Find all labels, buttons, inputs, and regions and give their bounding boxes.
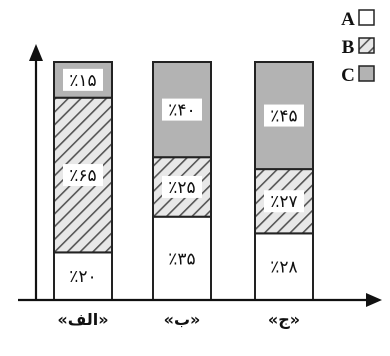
data-label: ٪۲۸: [270, 258, 297, 278]
data-label-background: [63, 68, 103, 91]
x-tick-label: «ب»: [164, 310, 201, 329]
data-label: ٪۲۷: [270, 192, 297, 212]
x-axis-arrowhead: [366, 293, 382, 307]
data-label-background: [162, 175, 202, 198]
x-tick-labels: «الف» «ب» «ج»: [57, 310, 300, 329]
legend-label: C: [341, 65, 355, 86]
data-label-background: [63, 265, 103, 288]
data-label: ٪۲۵: [168, 178, 195, 198]
legend-swatch: [358, 9, 375, 26]
legend-label: B: [342, 37, 355, 58]
legend-label: A: [341, 9, 355, 30]
data-label: ٪۴۰: [168, 101, 195, 121]
bars-layer: ٪۲۰ ٪۶۵ ٪۱۵ ٪۳۵ ٪۲۵ ٪۴۰ ٪۲۸ ٪۲۷ ٪۴۵: [53, 61, 314, 301]
bar-stack: ٪۲۸ ٪۲۷ ٪۴۵: [254, 61, 314, 301]
data-label-background: [162, 247, 202, 270]
bar-stack: ٪۲۰ ٪۶۵ ٪۱۵: [53, 61, 113, 301]
bar-stack: ٪۳۵ ٪۲۵ ٪۴۰: [152, 61, 212, 301]
legend: ABC: [341, 9, 375, 86]
legend-entry-a: A: [341, 9, 375, 30]
y-axis-arrowhead: [29, 44, 43, 61]
data-label: ٪۴۵: [270, 107, 297, 127]
data-label: ٪۶۵: [69, 166, 96, 186]
data-label: ٪۳۵: [168, 249, 195, 269]
data-label-background: [63, 164, 103, 187]
x-tick-label: «الف»: [57, 310, 108, 329]
legend-entry-c: C: [341, 65, 375, 86]
data-label: ٪۱۵: [69, 71, 96, 91]
data-label-background: [264, 255, 304, 278]
data-label-background: [264, 190, 304, 213]
data-label: ٪۲۰: [69, 267, 96, 287]
legend-swatch: [358, 37, 375, 54]
data-label-background: [264, 104, 304, 127]
legend-entry-b: B: [342, 37, 375, 58]
axes-layer: [18, 44, 382, 307]
x-tick-label: «ج»: [268, 310, 300, 329]
legend-swatch: [358, 65, 375, 82]
data-label-background: [162, 98, 202, 121]
